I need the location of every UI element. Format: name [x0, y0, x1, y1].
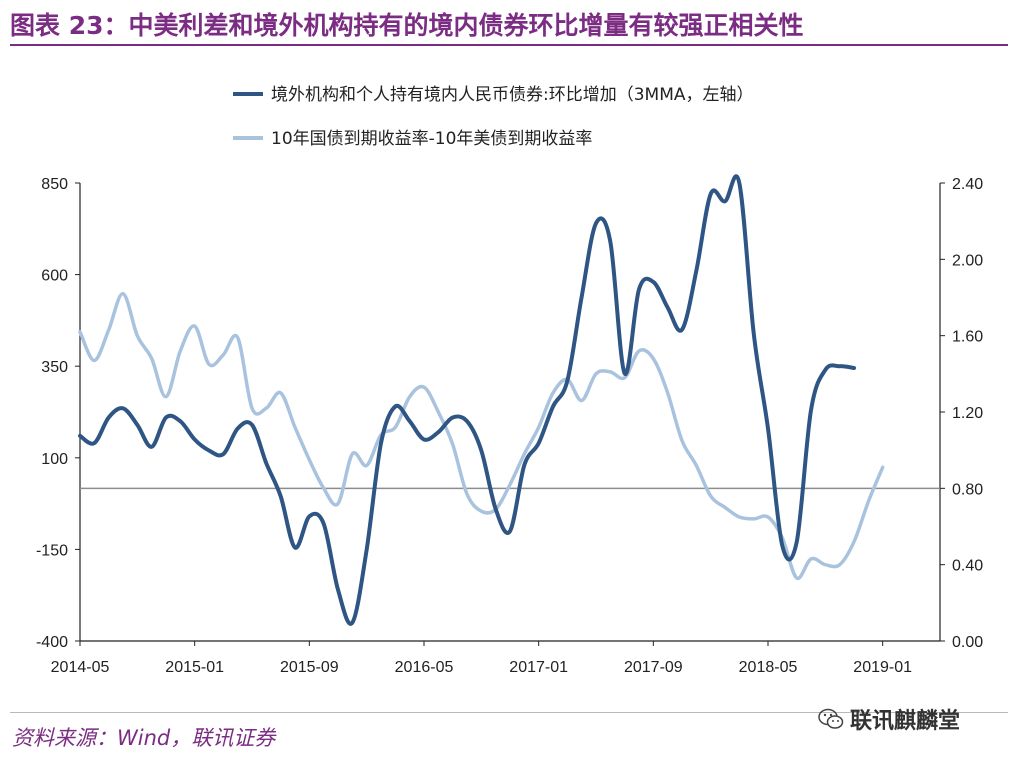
figure-title: 图表 23：中美利差和境外机构持有的境内债券环比增量有较强正相关性: [10, 11, 804, 40]
y-right-tick-label: 1.60: [952, 329, 983, 346]
y-left-tick-label: -150: [36, 542, 68, 559]
y-right-tick-label: 2.00: [952, 252, 983, 269]
y-right-tick-label: 0.80: [952, 481, 983, 498]
x-tick-label: 2015-01: [165, 659, 224, 676]
axes: -400 -150 100 350 600 850 0.00 0.40 0.80 1.20 1.60…: [36, 176, 983, 676]
x-tick-label: 2017-01: [509, 659, 568, 676]
y-left-tick-label: -400: [36, 634, 68, 651]
plot-lines: [78, 174, 885, 626]
legend: 境外机构和个人持有境内人民币债券:环比增加（3MMA，左轴） 10年国债到期收益…: [233, 85, 754, 149]
y-right-tick-label: 0.00: [952, 634, 983, 651]
legend-label-light-series: 10年国债到期收益率-10年美债到期收益率: [271, 129, 592, 149]
y-left-tick-label: 600: [41, 268, 68, 285]
line-chart: 境外机构和个人持有境内人民币债券:环比增加（3MMA，左轴） 10年国债到期收益…: [36, 85, 983, 676]
x-tick-label: 2017-09: [624, 659, 683, 676]
y-left-tick-label: 850: [41, 176, 68, 193]
x-tick-label: 2014-05: [51, 659, 110, 676]
brand-watermark: 联讯麒麟堂: [818, 703, 960, 735]
y-left-tick-label: 350: [41, 359, 68, 376]
x-tick-label: 2015-09: [280, 659, 339, 676]
source-divider: [10, 712, 1008, 713]
y-right-tick-label: 2.40: [952, 176, 983, 193]
brand-name: 联讯麒麟堂: [850, 709, 961, 734]
legend-label-dark-series: 境外机构和个人持有境内人民币债券:环比增加（3MMA，左轴）: [271, 85, 754, 105]
series-line-bond-holdings: [78, 174, 856, 626]
y-left-tick-label: 100: [41, 451, 68, 468]
wechat-icon: [818, 708, 844, 729]
title-divider: [10, 44, 1008, 46]
source-note: 资料来源：Wind，联讯证券: [12, 726, 276, 750]
x-tick-label: 2019-01: [853, 659, 912, 676]
x-tick-label: 2018-05: [739, 659, 798, 676]
y-right-tick-label: 1.20: [952, 405, 983, 422]
x-tick-label: 2016-05: [395, 659, 454, 676]
series-line-yield-spread: [78, 291, 885, 581]
y-right-tick-label: 0.40: [952, 558, 983, 575]
